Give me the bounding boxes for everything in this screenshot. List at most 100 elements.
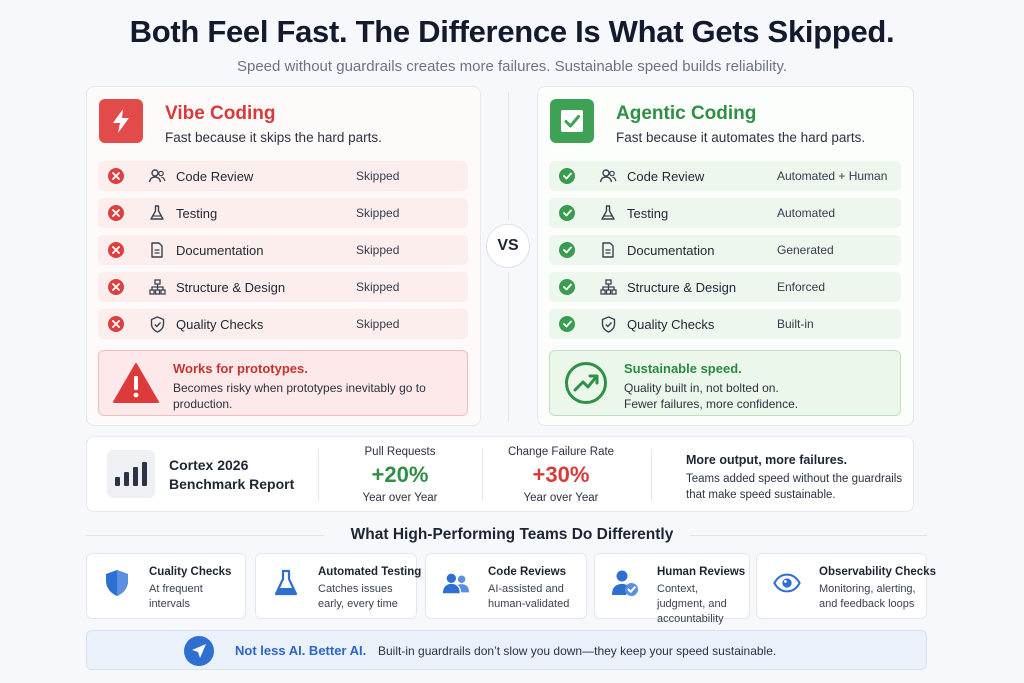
agentic-item-structure-design: Structure & Design Enforced: [549, 272, 901, 302]
vibe-item-documentation: Documentation Skipped: [98, 235, 468, 265]
divider: [318, 449, 319, 501]
item-label: Documentation: [627, 242, 715, 258]
section-title: What High-Performing Teams Do Differentl…: [350, 526, 674, 543]
rocket-icon: [184, 636, 214, 666]
shield-icon: [103, 568, 131, 598]
check-icon: [559, 279, 575, 295]
vibe-item-code-review: Code Review Skipped: [98, 161, 468, 191]
metric-sub: Year over Year: [523, 492, 599, 504]
note-line-1: Quality built in, not bolted on.: [624, 381, 779, 395]
item-value: Skipped: [356, 243, 400, 257]
page-title: Both Feel Fast. The Difference Is What G…: [129, 14, 895, 49]
agentic-coding-panel: Agentic Coding Fast because it automates…: [537, 86, 914, 426]
x-icon: [108, 242, 124, 258]
vibe-item-quality-checks: Quality Checks Skipped: [98, 309, 468, 339]
check-icon: [559, 316, 575, 332]
card-text: AI-assisted and human-validated: [488, 583, 570, 610]
item-value: Skipped: [356, 317, 400, 331]
agentic-success-note: Sustainable speed. Quality built in, not…: [549, 350, 901, 416]
item-value: Automated + Human: [777, 169, 888, 183]
metric-label: Pull Requests: [364, 446, 436, 458]
item-label: Structure & Design: [176, 279, 286, 295]
benchmark-report: Cortex 2026 Benchmark Report Pull Reques…: [86, 436, 914, 512]
check-icon: [559, 242, 575, 258]
hierarchy-icon: [599, 278, 617, 296]
document-icon: [599, 241, 617, 259]
item-value: Automated: [777, 206, 836, 220]
benchmark-title: Cortex 2026 Benchmark Report: [169, 456, 294, 494]
vibe-coding-title: Vibe Coding: [165, 103, 276, 124]
banner-headline: Not less AI. Better AI.: [235, 643, 367, 658]
card-text: Context, judgment, and accountability: [657, 583, 727, 625]
agentic-item-quality-checks: Quality Checks Built-in: [549, 309, 901, 339]
outcome-title: More output, more failures.: [686, 453, 848, 467]
vibe-coding-panel: Vibe Coding Fast because it skips the ha…: [86, 86, 481, 426]
benchmark-title-line-2: Benchmark Report: [169, 476, 295, 492]
vibe-coding-description: Fast because it skips the hard parts.: [165, 130, 382, 145]
note-text: Becomes risky when prototypes inevitably…: [173, 381, 426, 411]
vibe-item-testing: Testing Skipped: [98, 198, 468, 228]
banner-text: Built-in guardrails don’t slow you down—…: [378, 644, 777, 658]
note-title: Works for prototypes.: [173, 361, 308, 376]
trend-up-icon: [564, 361, 608, 410]
card-text: At frequent intervals: [149, 583, 203, 610]
x-icon: [108, 279, 124, 295]
item-value: Enforced: [777, 280, 826, 294]
card-text: Monitoring, alerting, and feedback loops: [819, 583, 916, 610]
section-line: [690, 535, 927, 536]
lightning-icon: [99, 99, 143, 143]
users-icon: [148, 167, 166, 185]
flask-icon: [148, 204, 166, 222]
item-label: Code Review: [627, 168, 705, 184]
item-label: Code Review: [176, 168, 254, 184]
metric-pull-requests: Pull Requests +20% Year over Year: [325, 446, 475, 504]
vibe-warning-note: Works for prototypes. Becomes risky when…: [98, 350, 468, 416]
eye-icon: [773, 568, 801, 598]
card-title: Automated Testing: [318, 566, 422, 578]
note-title: Sustainable speed.: [624, 361, 742, 376]
benchmark-title-line-1: Cortex 2026: [169, 457, 249, 473]
practice-card-code-reviews: Code Reviews AI-assisted and human-valid…: [425, 553, 587, 619]
item-label: Quality Checks: [176, 316, 264, 332]
item-label: Testing: [176, 205, 218, 221]
note-text: Quality built in, not bolted on. Fewer f…: [624, 380, 894, 412]
users-icon: [599, 167, 617, 185]
outcome-text: Teams added speed without the guardrails…: [686, 473, 903, 501]
item-value: Built-in: [777, 317, 814, 331]
warning-icon: [113, 362, 159, 409]
check-icon: [559, 205, 575, 221]
divider: [651, 449, 652, 501]
section-line: [86, 535, 324, 536]
metric-change-failure-rate: Change Failure Rate +30% Year over Year: [486, 446, 636, 504]
note-line-2: Fewer failures, more confidence.: [624, 397, 799, 411]
flask-icon: [272, 568, 300, 598]
item-value: Skipped: [356, 169, 400, 183]
item-label: Documentation: [176, 242, 264, 258]
item-label: Structure & Design: [627, 279, 737, 295]
user-check-icon: [611, 568, 639, 598]
item-label: Testing: [627, 205, 669, 221]
divider-line: [508, 272, 509, 422]
agentic-coding-title: Agentic Coding: [616, 103, 757, 124]
users-icon: [442, 568, 470, 598]
practice-card-human-reviews: Human Reviews Context, judgment, and acc…: [594, 553, 750, 625]
agentic-item-documentation: Documentation Generated: [549, 235, 901, 265]
practice-card-quality-checks: Cuality Checks At frequent intervals: [86, 553, 246, 619]
card-title: Cuality Checks: [149, 566, 232, 578]
flask-icon: [599, 204, 617, 222]
hierarchy-icon: [148, 278, 166, 296]
item-value: Skipped: [356, 206, 400, 220]
item-value: Generated: [777, 243, 834, 257]
card-title: Human Reviews: [657, 566, 746, 578]
agentic-item-code-review: Code Review Automated + Human: [549, 161, 901, 191]
practice-card-observability-checks: Observability Checks Monitoring, alertin…: [756, 553, 936, 619]
document-icon: [148, 241, 166, 259]
divider-line: [508, 92, 509, 220]
checkbox-icon: [550, 99, 594, 143]
bottom-banner: Not less AI. Better AI. Built-in guardra…: [86, 630, 927, 670]
x-icon: [108, 205, 124, 221]
vs-badge: VS: [486, 224, 530, 268]
metric-value: +30%: [532, 462, 590, 487]
agentic-coding-description: Fast because it automates the hard parts…: [616, 130, 866, 145]
metric-value: +20%: [371, 462, 429, 487]
